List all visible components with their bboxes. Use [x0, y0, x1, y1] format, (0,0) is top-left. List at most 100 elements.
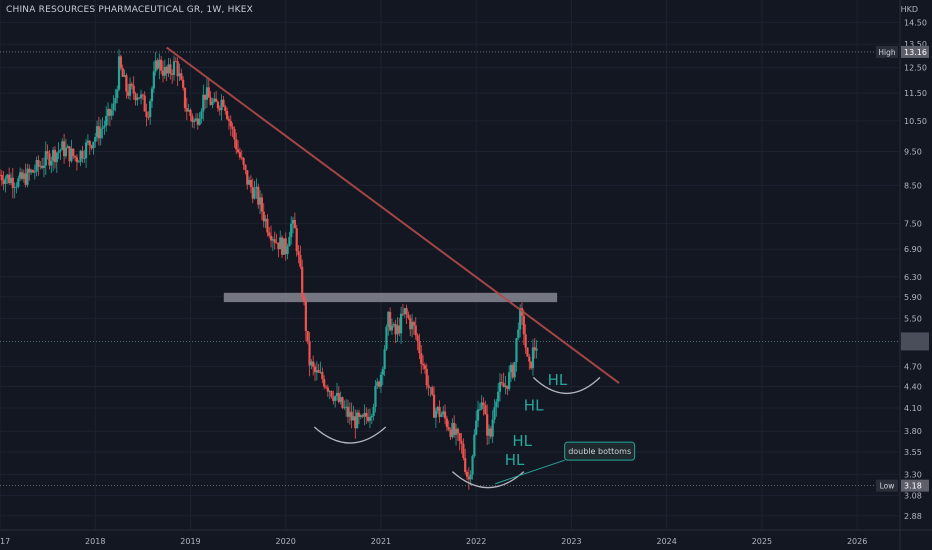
candle-body	[178, 73, 181, 77]
candle	[33, 164, 36, 180]
candle	[183, 87, 187, 112]
candle-body	[486, 414, 489, 436]
candle	[48, 150, 51, 170]
candle	[425, 363, 428, 390]
candle-body	[348, 411, 351, 417]
candle	[139, 89, 143, 105]
candle-body	[266, 218, 269, 233]
candle-body	[92, 141, 95, 149]
candle	[467, 467, 470, 490]
y-tick-label: 14.50	[904, 18, 927, 27]
candle-body	[44, 151, 47, 166]
candle-body	[117, 56, 121, 90]
candle	[222, 96, 225, 108]
candle-body	[0, 174, 3, 181]
candle-body	[277, 242, 280, 250]
candle-body	[332, 396, 335, 402]
candle	[158, 53, 161, 80]
candle-body	[37, 160, 40, 167]
candle-body	[145, 111, 148, 117]
y-tick-label: 10.50	[904, 117, 927, 126]
candle-body	[438, 406, 441, 417]
candle-body	[194, 118, 198, 121]
candle-body	[453, 422, 456, 435]
candle-body	[365, 412, 368, 417]
candle-body	[139, 94, 143, 99]
candle	[387, 311, 390, 336]
candle	[174, 57, 177, 63]
candle-body	[275, 242, 278, 244]
candle	[132, 76, 135, 100]
candle	[511, 362, 514, 380]
candle	[247, 176, 251, 185]
candle-body	[484, 405, 487, 415]
candle-body	[440, 414, 443, 417]
candle	[275, 233, 278, 244]
candle	[15, 182, 18, 194]
candle-body	[94, 137, 97, 142]
candle	[143, 91, 146, 112]
bottom-arc	[451, 471, 525, 489]
candle	[443, 404, 447, 425]
candle-body	[61, 141, 64, 150]
candle-body	[200, 111, 203, 119]
candle	[528, 353, 531, 370]
candle-body	[205, 87, 209, 100]
candle-body	[130, 83, 133, 86]
candle	[271, 236, 274, 251]
candle	[92, 141, 95, 155]
candle	[434, 407, 437, 428]
candle	[0, 170, 3, 186]
candle-body	[443, 411, 447, 419]
x-tick-label: 2025	[752, 537, 772, 546]
candle	[498, 373, 502, 402]
price-line-tag: High	[878, 48, 895, 57]
candle	[121, 64, 124, 78]
candle-body	[161, 70, 165, 76]
candle	[9, 172, 13, 185]
candle	[308, 332, 311, 377]
candle	[207, 77, 210, 98]
candle	[482, 397, 485, 416]
candle-body	[506, 385, 509, 389]
candle-body	[425, 368, 428, 386]
candle-body	[220, 99, 223, 111]
candle-body	[387, 311, 390, 327]
candle	[258, 190, 262, 214]
candle-body	[513, 362, 516, 378]
candle-body	[350, 411, 353, 421]
candle	[374, 380, 377, 413]
candle-body	[302, 296, 306, 302]
candle	[412, 320, 416, 335]
hl-annotation: HL	[524, 396, 544, 414]
candle	[0, 168, 2, 177]
candle-body	[301, 266, 304, 297]
candle-body	[480, 402, 483, 410]
candle	[390, 318, 394, 335]
candle-body	[396, 325, 399, 335]
candle	[99, 119, 102, 146]
candle	[453, 415, 456, 438]
candle	[502, 372, 505, 388]
y-tick-label: 12.50	[904, 64, 927, 73]
candle	[471, 454, 474, 480]
candle-body	[191, 115, 194, 123]
candle	[2, 170, 5, 191]
candle	[293, 212, 296, 229]
candle	[204, 94, 207, 109]
candle	[339, 391, 342, 405]
y-tick-label: 6.90	[904, 245, 922, 254]
candle	[116, 85, 119, 104]
candle	[348, 402, 351, 425]
candle-body	[454, 428, 458, 435]
candle	[484, 400, 487, 415]
candle	[260, 193, 264, 221]
candle	[414, 317, 417, 340]
candle-body	[24, 173, 27, 185]
y-tick-label: 4.40	[904, 382, 922, 391]
candle-body	[385, 326, 388, 350]
candle-body	[519, 308, 522, 330]
candle	[68, 146, 71, 168]
candle-body	[335, 392, 339, 397]
